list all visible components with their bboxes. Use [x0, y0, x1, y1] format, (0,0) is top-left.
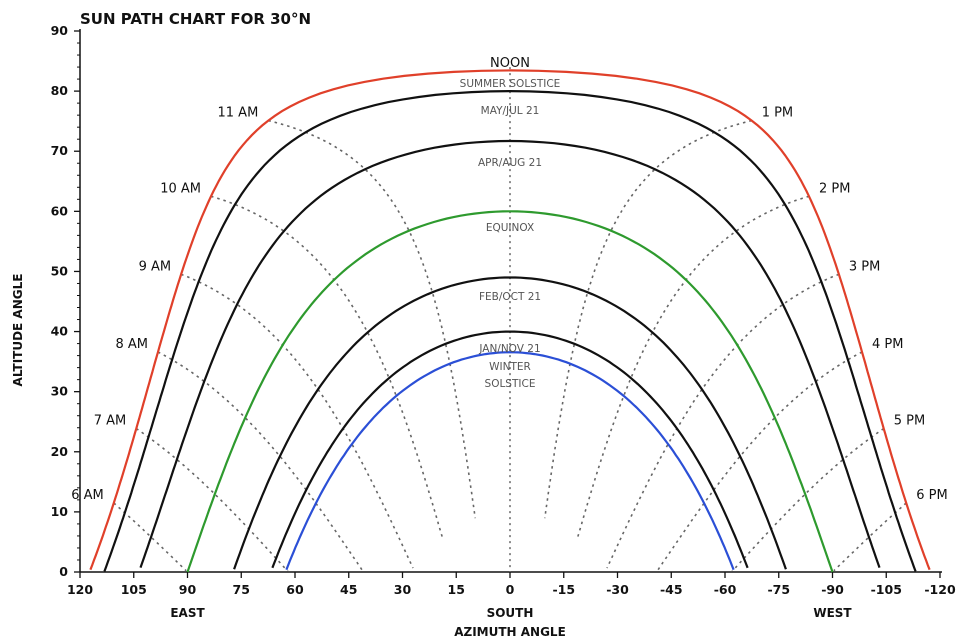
x-tick-label: 90	[179, 582, 197, 597]
x-tick-label: -105	[871, 582, 902, 597]
hour-label: 6 PM	[916, 488, 947, 503]
direction-label: EAST	[170, 606, 205, 620]
label-winter-solstice-line2: SOLSTICE	[485, 378, 536, 390]
sun-path-curve	[285, 351, 735, 571]
hour-lines	[113, 67, 907, 572]
y-tick-label: 20	[51, 444, 69, 459]
direction-label: WEST	[813, 606, 852, 620]
x-tick-label: -90	[821, 582, 844, 597]
y-tick-label: 40	[51, 324, 69, 339]
hour-line	[157, 351, 363, 571]
y-tick-label: 10	[51, 504, 69, 519]
x-tick-label: 105	[121, 582, 147, 597]
sun-paths	[89, 69, 931, 573]
y-tick-label: 30	[51, 384, 69, 399]
label-feb-oct: FEB/OCT 21	[479, 291, 541, 303]
hour-label: 10 AM	[160, 181, 201, 196]
hour-line	[606, 273, 840, 569]
x-tick-label: -45	[660, 582, 683, 597]
sun-path-curve	[186, 210, 834, 573]
x-tick-label: 15	[448, 582, 465, 597]
x-tick-label: 45	[340, 582, 357, 597]
label-may-jul: MAY/JUL 21	[481, 105, 540, 117]
x-tick-label: 30	[394, 582, 412, 597]
x-axis-title: AZIMUTH ANGLE	[454, 625, 566, 639]
hour-label: 9 AM	[139, 259, 172, 274]
chart-title: SUN PATH CHART FOR 30°N	[80, 10, 311, 28]
hour-label: 8 AM	[115, 337, 148, 352]
y-tick-label: 50	[51, 263, 69, 278]
x-tick-label: -15	[552, 582, 575, 597]
chart-labels: 6 AM 7 AM 8 AM 9 AM 10 AM 11 AM 1 PM 2 PM 3 PM 4 …	[71, 106, 947, 503]
hour-label: 11 AM	[218, 106, 259, 121]
axes: 0 10 20 30 40 50 60 70 80 90 120 105 90 75 60 45 30 15 0 -1…	[51, 23, 956, 620]
hour-label: 6 AM	[71, 488, 104, 503]
x-tick-label: 60	[286, 582, 304, 597]
x-tick-label: 75	[233, 582, 250, 597]
sun-path-curve	[89, 69, 931, 571]
x-tick-label: 120	[67, 582, 93, 597]
y-tick-label: 70	[51, 143, 69, 158]
y-tick-label: 90	[51, 23, 69, 38]
hour-line	[135, 427, 289, 572]
label-winter-solstice-line1: WINTER	[489, 361, 531, 373]
sun-path-curve	[271, 330, 749, 569]
hour-label: 3 PM	[849, 259, 880, 274]
hour-line	[180, 273, 414, 569]
y-axis-title: ALTITUDE ANGLE	[11, 274, 25, 387]
hour-line	[657, 351, 863, 571]
noon-label: NOON	[490, 56, 530, 71]
hour-line	[576, 195, 810, 538]
label-summer-solstice: SUMMER SOLSTICE	[460, 78, 561, 90]
y-tick-label: 0	[59, 564, 68, 579]
y-tick-label: 60	[51, 203, 69, 218]
hour-label: 1 PM	[762, 106, 793, 121]
sun-path-curve	[233, 276, 787, 570]
hour-line	[210, 195, 444, 538]
sun-path-curve	[103, 89, 917, 572]
hour-label: 4 PM	[872, 337, 903, 352]
x-tick-label: 0	[506, 582, 515, 597]
direction-label: SOUTH	[487, 606, 534, 620]
x-tick-label: -120	[924, 582, 956, 597]
label-apr-aug: APR/AUG 21	[478, 157, 542, 169]
x-tick-label: -60	[714, 582, 737, 597]
x-tick-label: -30	[606, 582, 629, 597]
hour-line	[731, 427, 885, 572]
label-jan-nov: JAN/NOV 21	[478, 343, 540, 355]
y-tick-label: 80	[51, 83, 69, 98]
x-tick-label: -75	[767, 582, 790, 597]
label-equinox: EQUINOX	[486, 222, 534, 234]
sun-path-curve	[139, 139, 881, 568]
hour-label: 5 PM	[894, 414, 925, 429]
hour-label: 2 PM	[819, 181, 850, 196]
hour-label: 7 AM	[94, 414, 127, 429]
